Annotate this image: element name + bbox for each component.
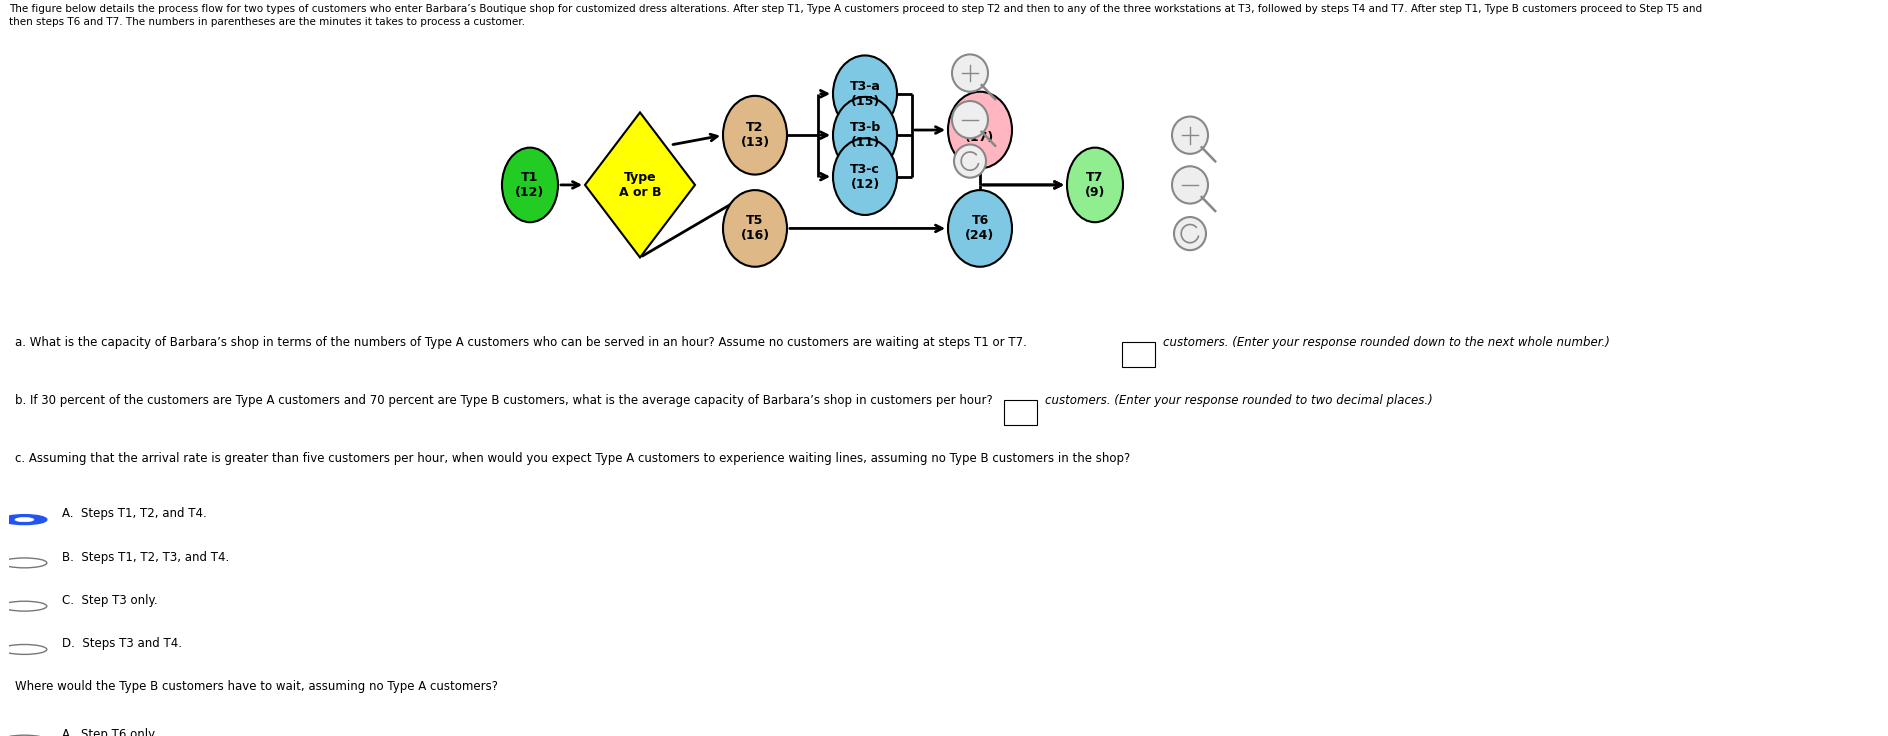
Circle shape [15,517,34,522]
Circle shape [2,601,47,611]
Ellipse shape [833,55,897,132]
Text: Type
A or B: Type A or B [619,171,661,199]
Circle shape [2,514,47,525]
Circle shape [952,101,987,138]
Text: T5
(16): T5 (16) [740,214,770,242]
FancyBboxPatch shape [1004,400,1038,425]
Text: T3-a
(15): T3-a (15) [850,79,880,107]
Text: D.  Steps T3 and T4.: D. Steps T3 and T4. [62,637,181,650]
Text: T2
(13): T2 (13) [740,121,770,149]
Text: A.  Steps T1, T2, and T4.: A. Steps T1, T2, and T4. [62,507,206,520]
Text: customers. (Enter your response rounded down to the next whole number.): customers. (Enter your response rounded … [1163,336,1610,349]
Text: Where would the Type B customers have to wait, assuming no Type A customers?: Where would the Type B customers have to… [15,680,498,693]
Text: A.  Step T6 only.: A. Step T6 only. [62,728,157,736]
FancyBboxPatch shape [1121,342,1155,367]
Circle shape [1172,166,1208,204]
Ellipse shape [833,138,897,215]
Circle shape [952,54,987,92]
Ellipse shape [948,92,1012,169]
Text: T6
(24): T6 (24) [965,214,995,242]
Ellipse shape [1067,148,1123,222]
Text: C.  Step T3 only.: C. Step T3 only. [62,594,157,606]
Circle shape [1174,217,1206,250]
Ellipse shape [723,96,787,174]
Ellipse shape [502,148,559,222]
Text: a. What is the capacity of Barbara’s shop in terms of the numbers of Type A cust: a. What is the capacity of Barbara’s sho… [15,336,1027,349]
Circle shape [953,144,986,177]
Text: T3-c
(12): T3-c (12) [850,163,880,191]
Text: B.  Steps T1, T2, T3, and T4.: B. Steps T1, T2, T3, and T4. [62,551,228,564]
Text: T7
(9): T7 (9) [1086,171,1104,199]
Circle shape [2,558,47,568]
Text: T1
(12): T1 (12) [515,171,544,199]
Text: T3-b
(11): T3-b (11) [850,121,880,149]
Text: b. If 30 percent of the customers are Type A customers and 70 percent are Type B: b. If 30 percent of the customers are Ty… [15,394,993,407]
Text: customers. (Enter your response rounded to two decimal places.): customers. (Enter your response rounded … [1044,394,1433,407]
Text: The figure below details the process flow for two types of customers who enter B: The figure below details the process flo… [9,4,1703,27]
Circle shape [1172,116,1208,154]
Ellipse shape [948,190,1012,266]
Circle shape [2,645,47,654]
Text: c. Assuming that the arrival rate is greater than five customers per hour, when : c. Assuming that the arrival rate is gre… [15,452,1131,464]
Text: T4
(17): T4 (17) [965,116,995,144]
Circle shape [2,735,47,736]
Ellipse shape [833,97,897,174]
Ellipse shape [723,190,787,266]
Polygon shape [585,113,695,258]
